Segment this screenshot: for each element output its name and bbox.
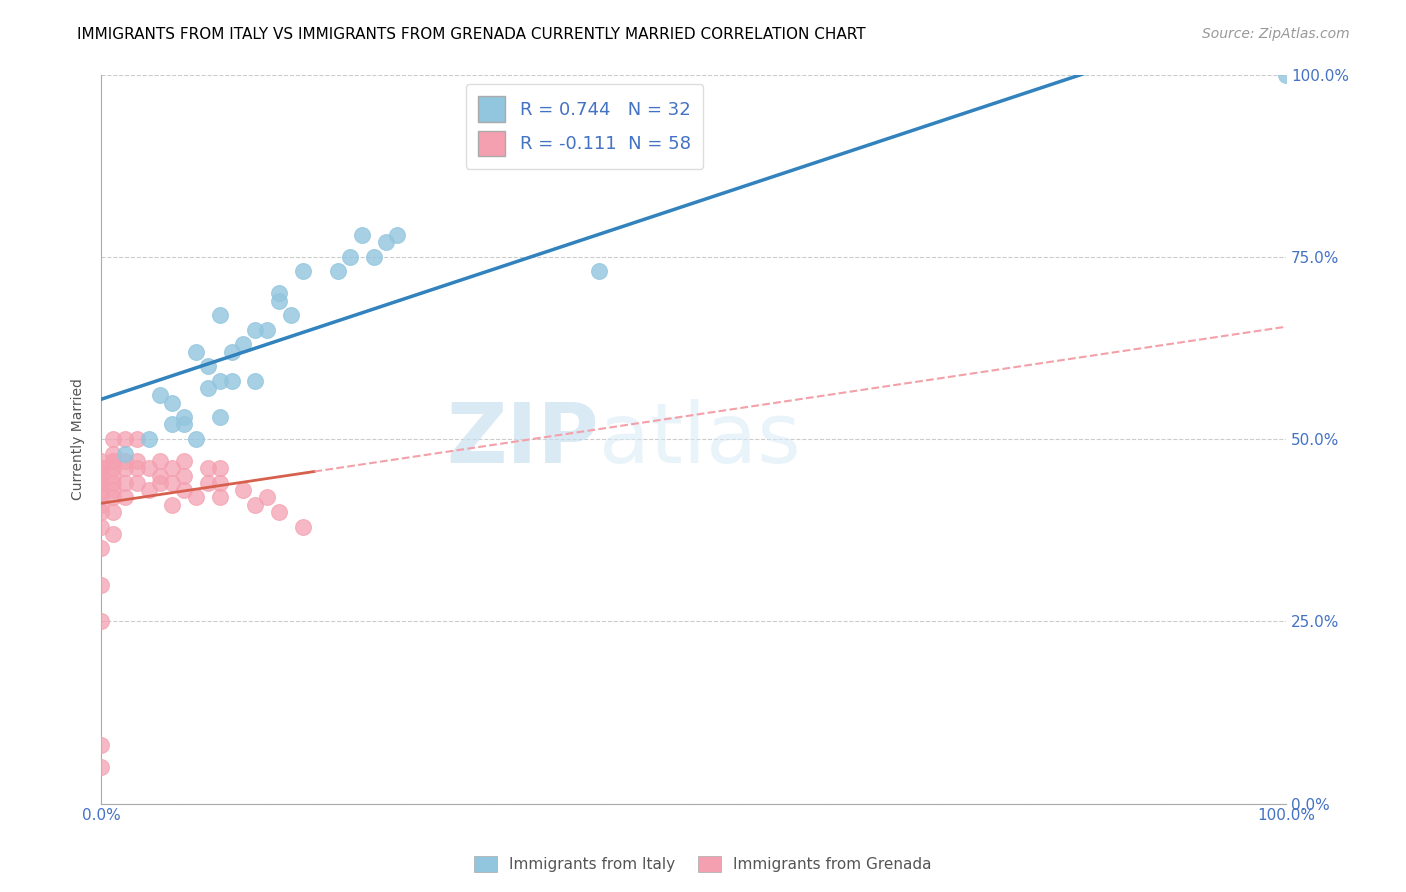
Point [101,461,124,475]
Point [114,454,136,468]
Point [363,250,385,264]
Legend: Immigrants from Italy, Immigrants from Grenada: Immigrants from Italy, Immigrants from G… [467,848,939,880]
Point [90,461,112,475]
Point [173,468,195,483]
Point [267,293,290,308]
Point [162,498,184,512]
Point [114,461,136,475]
Text: ZIP: ZIP [446,399,599,480]
Point [125,454,148,468]
Y-axis label: Currently Married: Currently Married [72,378,86,500]
Point [387,227,409,242]
Point [101,468,124,483]
Point [162,475,184,490]
Text: atlas: atlas [599,399,800,480]
Point [149,475,172,490]
Point [90,475,112,490]
Point [90,519,112,533]
Point [90,760,112,774]
Point [101,454,124,468]
Point [101,526,124,541]
Point [90,483,112,497]
Point [90,491,112,505]
Point [208,374,231,388]
Point [162,461,184,475]
Point [101,475,124,490]
Point [291,264,314,278]
Point [232,483,254,497]
Point [90,468,112,483]
Point [114,432,136,446]
Point [101,447,124,461]
Point [149,454,172,468]
Point [256,323,278,337]
Point [339,250,361,264]
Point [149,388,172,402]
Point [197,461,219,475]
Point [101,432,124,446]
Point [114,475,136,490]
Point [90,498,112,512]
Point [184,432,207,446]
Point [173,417,195,432]
Point [328,264,350,278]
Text: Source: ZipAtlas.com: Source: ZipAtlas.com [1202,27,1350,41]
Legend: R = 0.744   N = 32, R = -0.111  N = 58: R = 0.744 N = 32, R = -0.111 N = 58 [465,84,703,169]
Point [197,359,219,373]
Point [114,447,136,461]
Point [291,519,314,533]
Point [90,461,112,475]
Point [280,308,302,322]
Point [101,505,124,519]
Point [267,505,290,519]
Point [374,235,396,250]
Point [114,491,136,505]
Point [90,615,112,629]
Point [197,475,219,490]
Point [350,227,373,242]
Point [184,491,207,505]
Point [125,432,148,446]
Point [90,505,112,519]
Point [208,491,231,505]
Point [173,410,195,425]
Point [208,308,231,322]
Point [90,541,112,556]
Point [267,286,290,301]
Point [138,483,160,497]
Point [149,468,172,483]
Point [256,491,278,505]
Point [232,337,254,351]
Point [173,483,195,497]
Point [208,410,231,425]
Point [208,475,231,490]
Point [197,381,219,395]
Point [184,344,207,359]
Point [125,475,148,490]
Point [221,344,243,359]
Point [162,417,184,432]
Point [245,374,267,388]
Point [138,432,160,446]
Point [208,461,231,475]
Point [245,498,267,512]
Point [101,483,124,497]
Point [101,454,124,468]
Point [90,578,112,592]
Point [101,491,124,505]
Point [138,461,160,475]
Point [90,475,112,490]
Point [1275,68,1298,82]
Point [125,461,148,475]
Point [173,454,195,468]
Point [588,264,610,278]
Point [90,739,112,753]
Point [162,395,184,409]
Point [221,374,243,388]
Text: IMMIGRANTS FROM ITALY VS IMMIGRANTS FROM GRENADA CURRENTLY MARRIED CORRELATION C: IMMIGRANTS FROM ITALY VS IMMIGRANTS FROM… [77,27,866,42]
Point [90,454,112,468]
Point [245,323,267,337]
